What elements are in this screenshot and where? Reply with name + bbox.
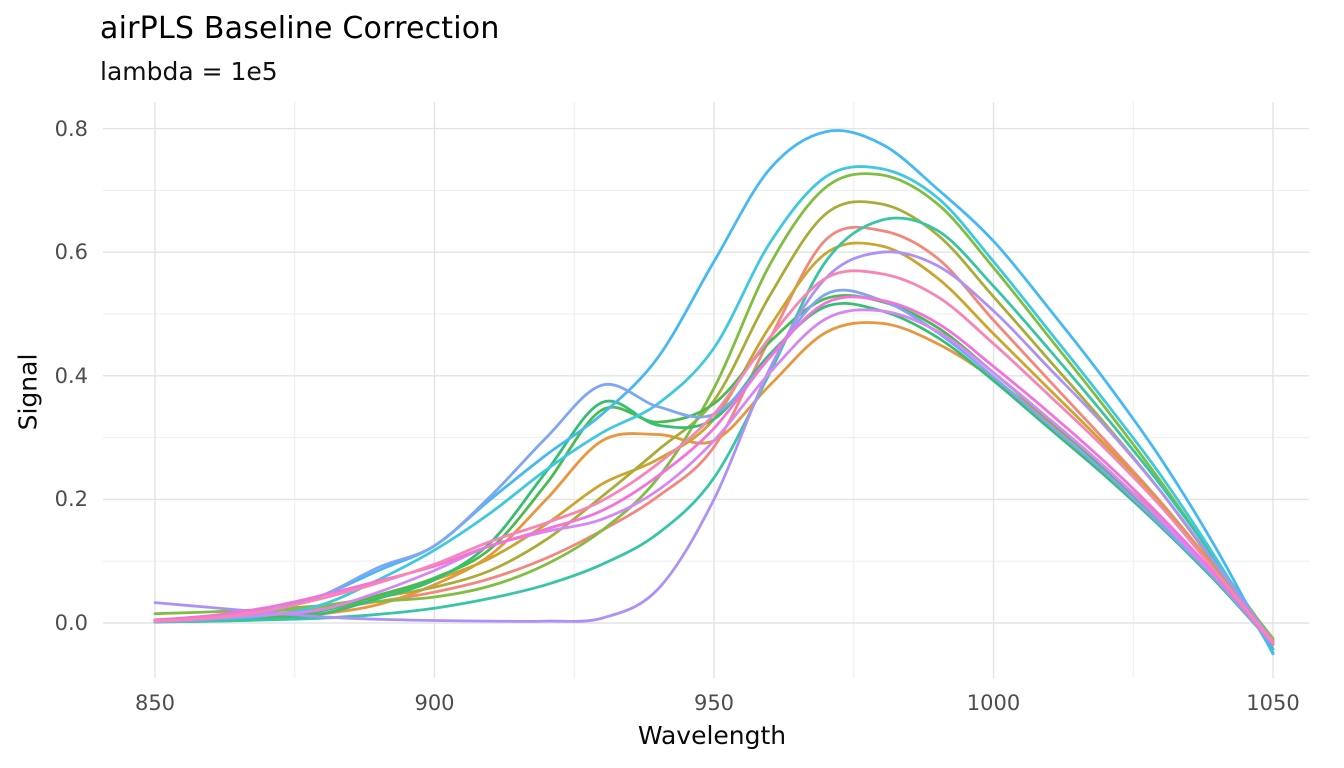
- series-line-magenta: [153, 295, 1275, 646]
- series-line-green: [153, 293, 1275, 645]
- x-tick: 900: [414, 691, 455, 715]
- y-tick: 0.8: [54, 116, 88, 141]
- y-tick: 0.0: [54, 611, 88, 635]
- y-tick: 0.2: [54, 487, 88, 512]
- series-line-emerald: [153, 302, 1275, 646]
- x-tick: 850: [134, 691, 176, 715]
- x-tick: 950: [693, 691, 735, 715]
- series-line-cornflower: [153, 288, 1275, 646]
- y-tick: 0.6: [54, 240, 88, 265]
- series-line-orchid: [153, 308, 1275, 643]
- x-tick: 1050: [1246, 691, 1300, 715]
- chart-title: airPLS Baseline Correction: [100, 11, 500, 46]
- y-tick: 0.4: [54, 363, 88, 388]
- series-line-pink: [153, 269, 1275, 645]
- x-tick: 1000: [966, 691, 1021, 715]
- chart-subtitle: lambda = 1e5: [100, 57, 278, 86]
- x-axis-label: Wavelength: [637, 721, 787, 750]
- series-line-lavender: [153, 250, 1275, 643]
- series-line-sky-blue: [153, 129, 1275, 656]
